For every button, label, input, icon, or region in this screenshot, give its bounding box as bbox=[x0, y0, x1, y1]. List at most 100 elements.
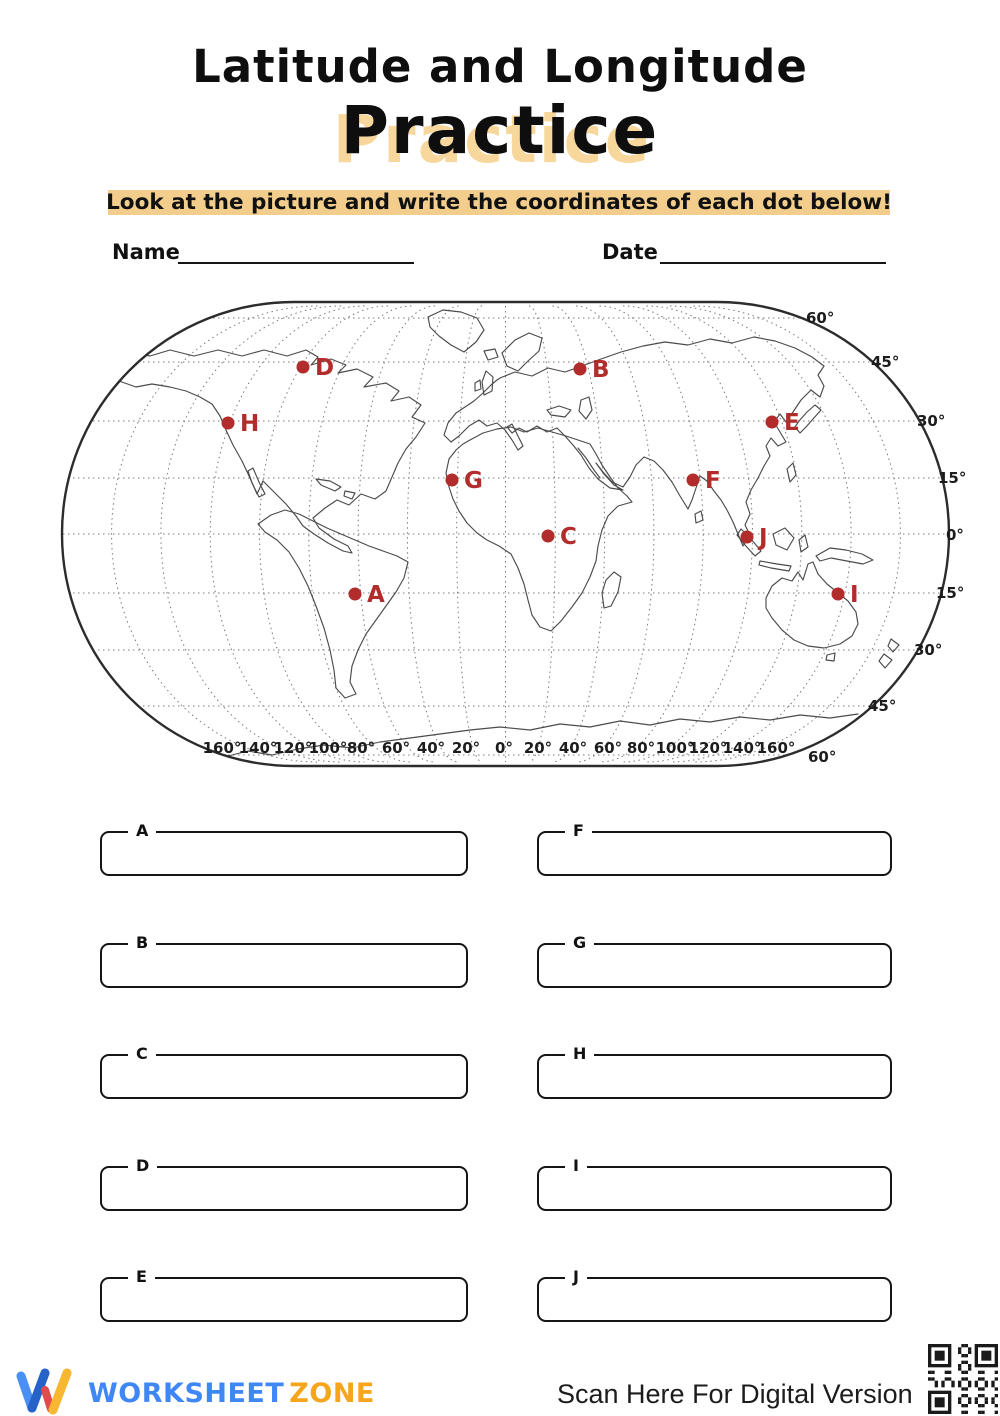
qr-code-image bbox=[928, 1344, 998, 1414]
longitude-line bbox=[599, 305, 704, 763]
map-dot-label-E: E bbox=[784, 410, 800, 436]
answer-box-letter-I: I bbox=[565, 1156, 587, 1175]
lake-caspian-sea bbox=[578, 396, 593, 420]
map-dot-label-F: F bbox=[705, 468, 721, 494]
latitude-label: 15° bbox=[936, 584, 964, 602]
map-dot-label-C: C bbox=[560, 524, 577, 550]
island-greenland bbox=[427, 309, 485, 353]
longitude-line bbox=[669, 305, 852, 763]
map-dot-D bbox=[296, 360, 310, 374]
answer-box-E[interactable]: E bbox=[100, 1267, 468, 1322]
answer-box-B[interactable]: B bbox=[100, 933, 468, 988]
answer-box-letter-A: A bbox=[128, 821, 157, 840]
page-subtitle: Practice bbox=[340, 92, 660, 169]
instruction-text: Look at the picture and write the coordi… bbox=[106, 190, 892, 215]
answer-box-C[interactable]: C bbox=[100, 1044, 468, 1099]
answer-box-letter-C: C bbox=[128, 1044, 156, 1063]
brand-zone: ZONE bbox=[289, 1378, 375, 1409]
map-dot-A bbox=[348, 587, 362, 601]
date-label: Date bbox=[602, 240, 658, 264]
longitude-line bbox=[456, 305, 483, 763]
map-points: A B C D E F G H I J bbox=[221, 355, 859, 608]
island-sulawesi bbox=[798, 534, 809, 553]
longitude-label: 20° bbox=[452, 739, 480, 757]
longitude-line bbox=[406, 305, 459, 763]
island-japan bbox=[794, 404, 822, 434]
map-dot-E bbox=[765, 415, 779, 429]
continent-australia bbox=[765, 561, 859, 649]
map-dot-C bbox=[541, 529, 555, 543]
map-dot-F bbox=[686, 473, 700, 487]
sea-red-sea bbox=[577, 447, 601, 479]
island-new-guinea bbox=[815, 547, 874, 565]
longitude-label: 80° bbox=[627, 739, 655, 757]
longitude-label: 80° bbox=[347, 739, 375, 757]
map-dot-label-I: I bbox=[850, 582, 859, 608]
map-boundary bbox=[60, 300, 951, 768]
longitude-label: 100° bbox=[656, 739, 695, 757]
latitude-label: 60° bbox=[806, 309, 834, 327]
map-dot-H bbox=[221, 416, 235, 430]
map-dot-label-J: J bbox=[757, 525, 768, 551]
longitude-line bbox=[259, 305, 389, 763]
date-input-line[interactable] bbox=[660, 262, 886, 264]
island-new-zealand-north bbox=[887, 638, 900, 653]
answer-box-G[interactable]: G bbox=[537, 933, 892, 988]
longitude-label: 140° bbox=[723, 739, 762, 757]
longitude-line bbox=[575, 305, 655, 763]
island-borneo bbox=[772, 527, 795, 551]
lake-black-sea bbox=[546, 405, 572, 418]
name-label: Name bbox=[112, 240, 180, 264]
longitude-label: 40° bbox=[417, 739, 445, 757]
answer-box-A[interactable]: A bbox=[100, 821, 468, 876]
map-dot-label-H: H bbox=[240, 411, 259, 437]
continent-north-america bbox=[96, 349, 426, 554]
latitude-label: 0° bbox=[946, 526, 964, 544]
map-degree-labels: 60°45°30°15°0°15°30°45°60°160°140°120°10… bbox=[203, 309, 967, 766]
answer-box-letter-H: H bbox=[565, 1044, 595, 1063]
latitude-label: 30° bbox=[917, 412, 945, 430]
longitude-label: 60° bbox=[382, 739, 410, 757]
longitude-line bbox=[308, 305, 412, 763]
continent-eurasia bbox=[443, 336, 825, 547]
instruction-banner: Look at the picture and write the coordi… bbox=[106, 190, 892, 215]
longitude-label: 120° bbox=[274, 739, 313, 757]
island-iceland bbox=[483, 348, 499, 361]
island-hispaniola bbox=[343, 490, 356, 500]
answer-box-letter-E: E bbox=[128, 1267, 155, 1286]
longitude-label: 40° bbox=[559, 739, 587, 757]
answer-box-H[interactable]: H bbox=[537, 1044, 892, 1099]
latitude-label: 15° bbox=[938, 469, 966, 487]
map-dot-label-D: D bbox=[315, 355, 334, 381]
island-sri-lanka bbox=[694, 510, 704, 524]
latitude-label: 45° bbox=[868, 697, 896, 715]
map-dot-label-G: G bbox=[464, 468, 483, 494]
map-dot-label-B: B bbox=[592, 357, 610, 383]
answer-box-F[interactable]: F bbox=[537, 821, 892, 876]
answer-box-I[interactable]: I bbox=[537, 1156, 892, 1211]
island-britain bbox=[481, 370, 494, 396]
scan-here-text: Scan Here For Digital Version bbox=[557, 1379, 913, 1409]
answer-box-J[interactable]: J bbox=[537, 1267, 892, 1322]
island-cuba bbox=[315, 478, 342, 492]
answer-box-D[interactable]: D bbox=[100, 1156, 468, 1211]
continent-outlines bbox=[96, 309, 900, 759]
answer-box-letter-B: B bbox=[128, 933, 157, 952]
island-java bbox=[758, 560, 792, 572]
answer-box-letter-J: J bbox=[565, 1267, 587, 1286]
longitude-label: 20° bbox=[524, 739, 552, 757]
island-madagascar bbox=[601, 571, 622, 609]
continent-south-america bbox=[257, 509, 409, 699]
longitude-line bbox=[111, 305, 318, 763]
answer-box-letter-G: G bbox=[565, 933, 595, 952]
latitude-label: 60° bbox=[808, 748, 836, 766]
map-dot-J bbox=[740, 530, 754, 544]
longitude-label: 160° bbox=[757, 739, 796, 757]
name-input-line[interactable] bbox=[178, 262, 414, 264]
longitude-label: 60° bbox=[594, 739, 622, 757]
answer-box-letter-F: F bbox=[565, 821, 592, 840]
map-dot-G bbox=[445, 473, 459, 487]
map-dot-B bbox=[573, 362, 587, 376]
worksheetzone-logo-icon bbox=[16, 1368, 72, 1415]
island-new-zealand-south bbox=[878, 653, 893, 669]
